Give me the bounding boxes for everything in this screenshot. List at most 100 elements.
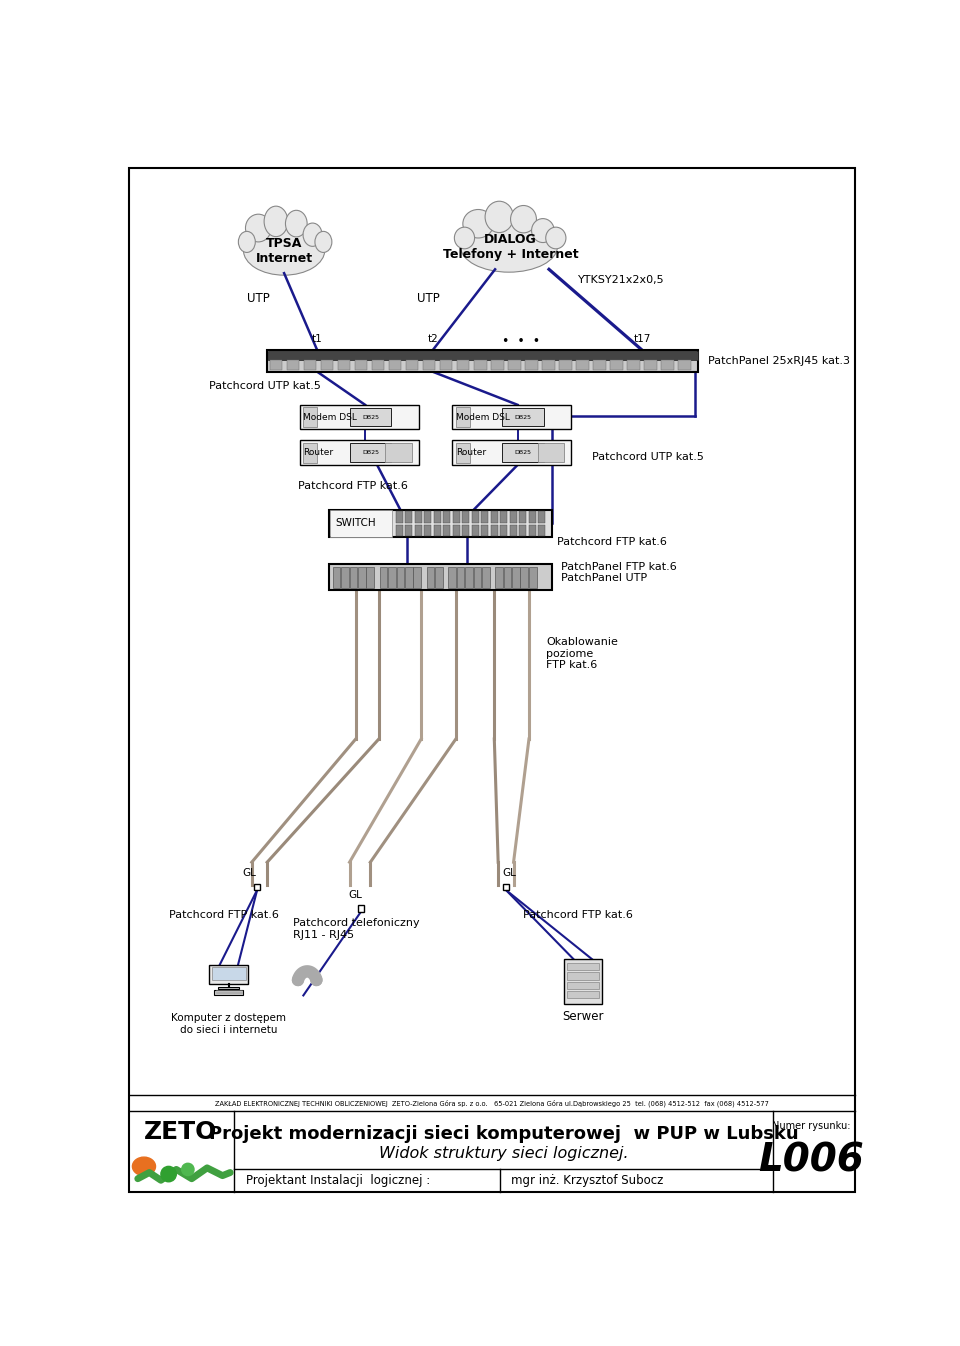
FancyBboxPatch shape bbox=[338, 361, 350, 370]
Ellipse shape bbox=[244, 225, 324, 275]
FancyBboxPatch shape bbox=[503, 884, 509, 890]
FancyBboxPatch shape bbox=[322, 361, 333, 370]
Text: ZAKŁAD ELEKTRONICZNEJ TECHNIKI OBLICZENIOWEJ  ZETO-Zielona Góra sp. z o.o.   65-: ZAKŁAD ELEKTRONICZNEJ TECHNIKI OBLICZENI… bbox=[215, 1100, 769, 1106]
FancyBboxPatch shape bbox=[214, 989, 243, 995]
FancyBboxPatch shape bbox=[473, 567, 481, 588]
FancyBboxPatch shape bbox=[457, 361, 469, 370]
Circle shape bbox=[293, 975, 303, 985]
Ellipse shape bbox=[303, 223, 322, 246]
FancyBboxPatch shape bbox=[661, 361, 674, 370]
FancyBboxPatch shape bbox=[474, 361, 487, 370]
FancyBboxPatch shape bbox=[471, 525, 479, 536]
FancyBboxPatch shape bbox=[358, 567, 366, 588]
FancyBboxPatch shape bbox=[529, 525, 536, 536]
Ellipse shape bbox=[246, 214, 272, 242]
Text: mgr inż. Krzysztof Subocz: mgr inż. Krzysztof Subocz bbox=[512, 1174, 663, 1187]
FancyBboxPatch shape bbox=[396, 567, 404, 588]
FancyBboxPatch shape bbox=[491, 511, 498, 522]
FancyBboxPatch shape bbox=[481, 525, 489, 536]
FancyBboxPatch shape bbox=[456, 406, 469, 427]
Text: t1: t1 bbox=[312, 334, 323, 345]
FancyBboxPatch shape bbox=[379, 567, 387, 588]
FancyBboxPatch shape bbox=[355, 361, 368, 370]
FancyBboxPatch shape bbox=[644, 361, 657, 370]
FancyBboxPatch shape bbox=[405, 567, 413, 588]
FancyBboxPatch shape bbox=[435, 567, 443, 588]
Text: YTKSY21x2x0,5: YTKSY21x2x0,5 bbox=[578, 275, 665, 285]
FancyBboxPatch shape bbox=[448, 567, 456, 588]
FancyBboxPatch shape bbox=[519, 525, 526, 536]
FancyBboxPatch shape bbox=[529, 567, 537, 588]
FancyBboxPatch shape bbox=[452, 440, 571, 464]
FancyBboxPatch shape bbox=[424, 511, 431, 522]
FancyBboxPatch shape bbox=[529, 511, 536, 522]
FancyBboxPatch shape bbox=[593, 361, 606, 370]
FancyBboxPatch shape bbox=[538, 443, 564, 462]
Text: DB25: DB25 bbox=[515, 415, 532, 420]
Circle shape bbox=[181, 1163, 194, 1175]
Text: Projektant Instalacji  logicznej :: Projektant Instalacji logicznej : bbox=[246, 1174, 430, 1187]
Text: •  •  •: • • • bbox=[502, 335, 540, 347]
FancyBboxPatch shape bbox=[349, 443, 392, 462]
Text: Patchcord UTP kat.5: Patchcord UTP kat.5 bbox=[592, 452, 704, 462]
FancyBboxPatch shape bbox=[300, 405, 419, 429]
FancyBboxPatch shape bbox=[611, 361, 622, 370]
Ellipse shape bbox=[264, 206, 288, 237]
FancyBboxPatch shape bbox=[491, 525, 498, 536]
FancyBboxPatch shape bbox=[218, 987, 239, 989]
FancyBboxPatch shape bbox=[415, 525, 421, 536]
Ellipse shape bbox=[315, 232, 332, 253]
FancyBboxPatch shape bbox=[462, 525, 469, 536]
FancyBboxPatch shape bbox=[564, 960, 602, 1004]
FancyBboxPatch shape bbox=[453, 525, 460, 536]
FancyBboxPatch shape bbox=[462, 511, 469, 522]
FancyBboxPatch shape bbox=[456, 443, 469, 463]
FancyBboxPatch shape bbox=[444, 511, 450, 522]
Text: Patchcord UTP kat.5: Patchcord UTP kat.5 bbox=[208, 381, 321, 390]
FancyBboxPatch shape bbox=[481, 511, 489, 522]
FancyBboxPatch shape bbox=[457, 567, 465, 588]
FancyBboxPatch shape bbox=[415, 511, 421, 522]
FancyBboxPatch shape bbox=[542, 361, 555, 370]
FancyBboxPatch shape bbox=[566, 991, 599, 999]
FancyBboxPatch shape bbox=[627, 361, 639, 370]
Circle shape bbox=[311, 975, 322, 985]
FancyBboxPatch shape bbox=[539, 511, 545, 522]
Text: GL: GL bbox=[348, 890, 362, 899]
FancyBboxPatch shape bbox=[341, 567, 348, 588]
FancyBboxPatch shape bbox=[560, 361, 571, 370]
Text: Projekt modernizacji sieci komputerowej  w PUP w Lubsku: Projekt modernizacji sieci komputerowej … bbox=[208, 1125, 799, 1143]
Text: Okablowanie
poziome
FTP kat.6: Okablowanie poziome FTP kat.6 bbox=[546, 637, 618, 670]
Text: Modem DSL: Modem DSL bbox=[456, 413, 510, 421]
FancyBboxPatch shape bbox=[328, 564, 552, 591]
FancyBboxPatch shape bbox=[303, 443, 317, 463]
FancyBboxPatch shape bbox=[539, 525, 545, 536]
Ellipse shape bbox=[545, 227, 566, 249]
FancyBboxPatch shape bbox=[512, 567, 519, 588]
FancyBboxPatch shape bbox=[434, 511, 441, 522]
Ellipse shape bbox=[454, 227, 474, 249]
Text: TPSA
Internet: TPSA Internet bbox=[255, 237, 313, 265]
Text: t17: t17 bbox=[634, 334, 651, 345]
FancyBboxPatch shape bbox=[441, 361, 452, 370]
Text: UTP: UTP bbox=[417, 292, 440, 306]
FancyBboxPatch shape bbox=[566, 981, 599, 989]
FancyBboxPatch shape bbox=[389, 361, 401, 370]
Text: Komputer z dostępem
do sieci i internetu: Komputer z dostępem do sieci i internetu bbox=[171, 1014, 286, 1035]
Ellipse shape bbox=[511, 206, 537, 233]
FancyBboxPatch shape bbox=[405, 525, 413, 536]
FancyBboxPatch shape bbox=[424, 525, 431, 536]
FancyBboxPatch shape bbox=[406, 361, 419, 370]
FancyBboxPatch shape bbox=[414, 567, 421, 588]
FancyBboxPatch shape bbox=[300, 440, 419, 464]
Text: Patchcord FTP kat.6: Patchcord FTP kat.6 bbox=[558, 537, 667, 546]
FancyBboxPatch shape bbox=[426, 567, 434, 588]
FancyBboxPatch shape bbox=[388, 567, 396, 588]
FancyBboxPatch shape bbox=[268, 351, 698, 359]
Text: DB25: DB25 bbox=[515, 450, 532, 455]
Text: Modem DSL: Modem DSL bbox=[303, 413, 357, 421]
FancyBboxPatch shape bbox=[328, 510, 552, 537]
FancyBboxPatch shape bbox=[385, 443, 412, 462]
Text: Serwer: Serwer bbox=[563, 1010, 604, 1023]
FancyBboxPatch shape bbox=[303, 406, 317, 427]
